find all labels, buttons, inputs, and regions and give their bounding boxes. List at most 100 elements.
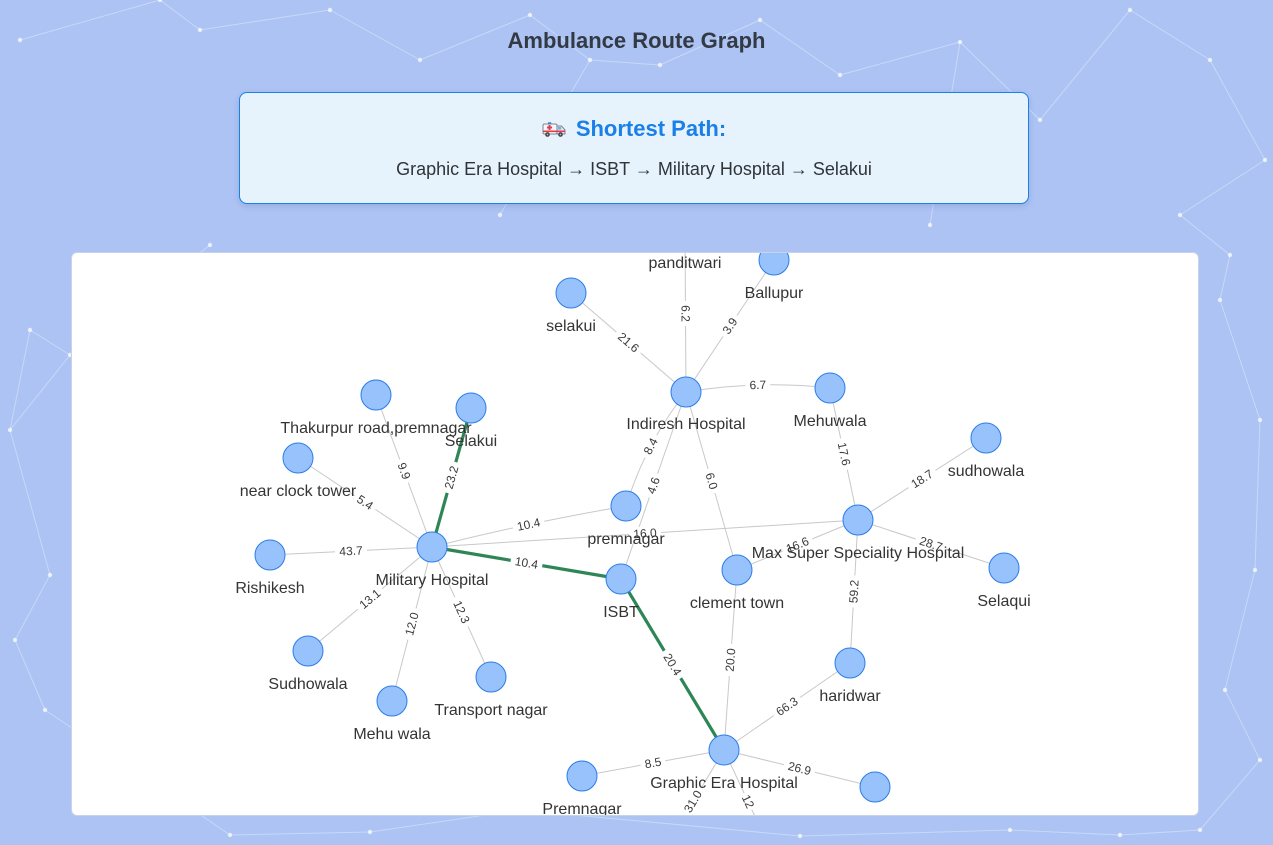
- node-circle[interactable]: [814, 372, 846, 404]
- node-maxsuper[interactable]: Max Super Speciality Hospital: [752, 504, 965, 562]
- edge-weight-label: 20.0: [723, 648, 739, 673]
- node-premnagar-lower[interactable]: premnagar: [587, 490, 665, 548]
- edge-weight-label: 26.9: [786, 759, 812, 778]
- background-link: [1209, 59, 1266, 161]
- background-dot: [1252, 567, 1258, 573]
- background-link: [29, 329, 71, 356]
- node-circle[interactable]: [254, 539, 286, 571]
- edge-weight-label: 16.0: [633, 526, 658, 541]
- edge-weight-background: [904, 464, 939, 493]
- node-isbt[interactable]: ISBT: [603, 563, 639, 621]
- background-link: [1199, 759, 1261, 831]
- node-label: Selakui: [445, 433, 497, 450]
- node-sudhowala-lower[interactable]: sudhowala: [948, 422, 1025, 480]
- node-thakurpur[interactable]: Thakurpur road,premnagar: [280, 379, 472, 437]
- node-rishikesh[interactable]: Rishikesh: [235, 539, 305, 597]
- background-link: [1219, 299, 1261, 421]
- node-label: Military Hospital: [376, 572, 489, 589]
- node-sudhowala[interactable]: Sudhowala: [268, 635, 348, 693]
- node-haridwar[interactable]: haridwar: [819, 647, 881, 705]
- background-link: [659, 19, 761, 66]
- background-dot: [837, 72, 843, 78]
- background-link: [759, 19, 841, 76]
- background-dot: [367, 829, 373, 835]
- node-label: Rishikesh: [235, 580, 304, 597]
- edge-weight-background: [846, 575, 861, 608]
- background-dot: [327, 7, 333, 13]
- node-ballupur[interactable]: Ballupur: [745, 253, 804, 302]
- node-circle[interactable]: [282, 442, 314, 474]
- page-title: Ambulance Route Graph: [507, 28, 766, 53]
- node-circle[interactable]: [708, 734, 740, 766]
- node-label: Sudhowala: [268, 676, 347, 693]
- node-panditwari[interactable]: panditwari: [649, 253, 722, 272]
- background-dot: [7, 427, 13, 433]
- node-circle[interactable]: [970, 422, 1002, 454]
- node-circle[interactable]: [475, 661, 507, 693]
- background-dot: [757, 17, 763, 23]
- edge-weight-background: [394, 456, 415, 485]
- background-link: [1219, 254, 1231, 301]
- node-selakui[interactable]: Selakui: [445, 392, 497, 450]
- node-circle[interactable]: [605, 563, 637, 595]
- node-circle[interactable]: [376, 685, 408, 717]
- route-graph-canvas[interactable]: 6.23.921.66.78.44.6 6.017.618.728.716.659…: [72, 253, 1198, 815]
- node-clocktower[interactable]: near clock tower: [240, 442, 357, 500]
- node-circle[interactable]: [758, 253, 790, 276]
- edge-weight-background: [638, 431, 662, 461]
- node-circle[interactable]: [555, 277, 587, 309]
- node-circle[interactable]: [566, 760, 598, 792]
- edge-weight-background: [702, 467, 722, 495]
- node-label: Selaqui: [977, 593, 1030, 610]
- node-circle[interactable]: [670, 376, 702, 408]
- node-circle[interactable]: [455, 392, 487, 424]
- edge-weight-label: 17.6: [835, 441, 854, 467]
- node-circle[interactable]: [834, 647, 866, 679]
- node-circle[interactable]: [842, 504, 874, 536]
- node-clementtown[interactable]: clement town: [690, 554, 784, 612]
- node-label: clement town: [690, 595, 784, 612]
- edge-weight-military-to-isbt: 10.4: [509, 553, 544, 572]
- node-circle[interactable]: [610, 490, 642, 522]
- node-selakui-lower[interactable]: selakui: [546, 277, 596, 335]
- background-dot: [1262, 157, 1268, 163]
- node-indiresh[interactable]: Indiresh Hospital: [626, 376, 746, 433]
- node-circle[interactable]: [360, 379, 392, 411]
- edge-weight-background: [913, 532, 949, 555]
- node-unlabeled-east[interactable]: [859, 771, 891, 803]
- background-link: [839, 41, 961, 76]
- edge-weight-label: 12.0: [402, 611, 422, 637]
- node-circle[interactable]: [988, 552, 1020, 584]
- node-mehuwala2[interactable]: Mehu wala: [353, 685, 431, 743]
- node-label: Transport nagar: [434, 702, 548, 719]
- node-circle[interactable]: [859, 771, 891, 803]
- node-circle[interactable]: [292, 635, 324, 667]
- edge-weight-label: 6.7: [749, 378, 766, 392]
- edge-weight-label: 9.9: [395, 461, 414, 482]
- background-link: [329, 9, 421, 61]
- node-circle[interactable]: [416, 531, 448, 563]
- graph-panel[interactable]: 6.2 3.9 21.6 6.7 8.4 4.6 6.0 17.6 18.7 28.7 16.6 59…: [71, 252, 1199, 816]
- edge-weight-background: [780, 532, 815, 557]
- edge-weight-clementtown-to-graphicera: 20.0: [722, 643, 739, 677]
- background-dot: [207, 242, 213, 248]
- edge-weight-maxsuper-to-sudhowala-lower: 18.7: [904, 464, 939, 493]
- background-dot: [797, 833, 803, 839]
- node-transportnagar[interactable]: Transport nagar: [434, 661, 548, 719]
- edge-weight-indiresh-to-isbt: 4.6: [642, 471, 664, 500]
- node-mehuwala[interactable]: Mehuwala: [794, 372, 867, 430]
- node-circle[interactable]: [721, 554, 753, 586]
- background-link: [1129, 9, 1211, 61]
- node-military[interactable]: Military Hospital: [376, 531, 489, 589]
- edge-weight-background: [659, 647, 687, 682]
- node-selaqui[interactable]: Selaqui: [977, 552, 1031, 610]
- node-premnagar[interactable]: Premnagar: [542, 760, 622, 815]
- background-dot: [1257, 417, 1263, 423]
- edge-weight-isbt-to-graphicera: 20.4: [659, 647, 687, 682]
- edge-weight-label: 10.4: [516, 515, 542, 534]
- edge-weight-label: 6.2: [678, 305, 692, 322]
- edge-weight-background: [642, 471, 664, 500]
- node-graphicera[interactable]: Graphic Era Hospital: [650, 734, 798, 792]
- edge-weight-background: [509, 553, 544, 572]
- edge-weight-indiresh-to-selakui-lower: 21.6: [612, 326, 646, 358]
